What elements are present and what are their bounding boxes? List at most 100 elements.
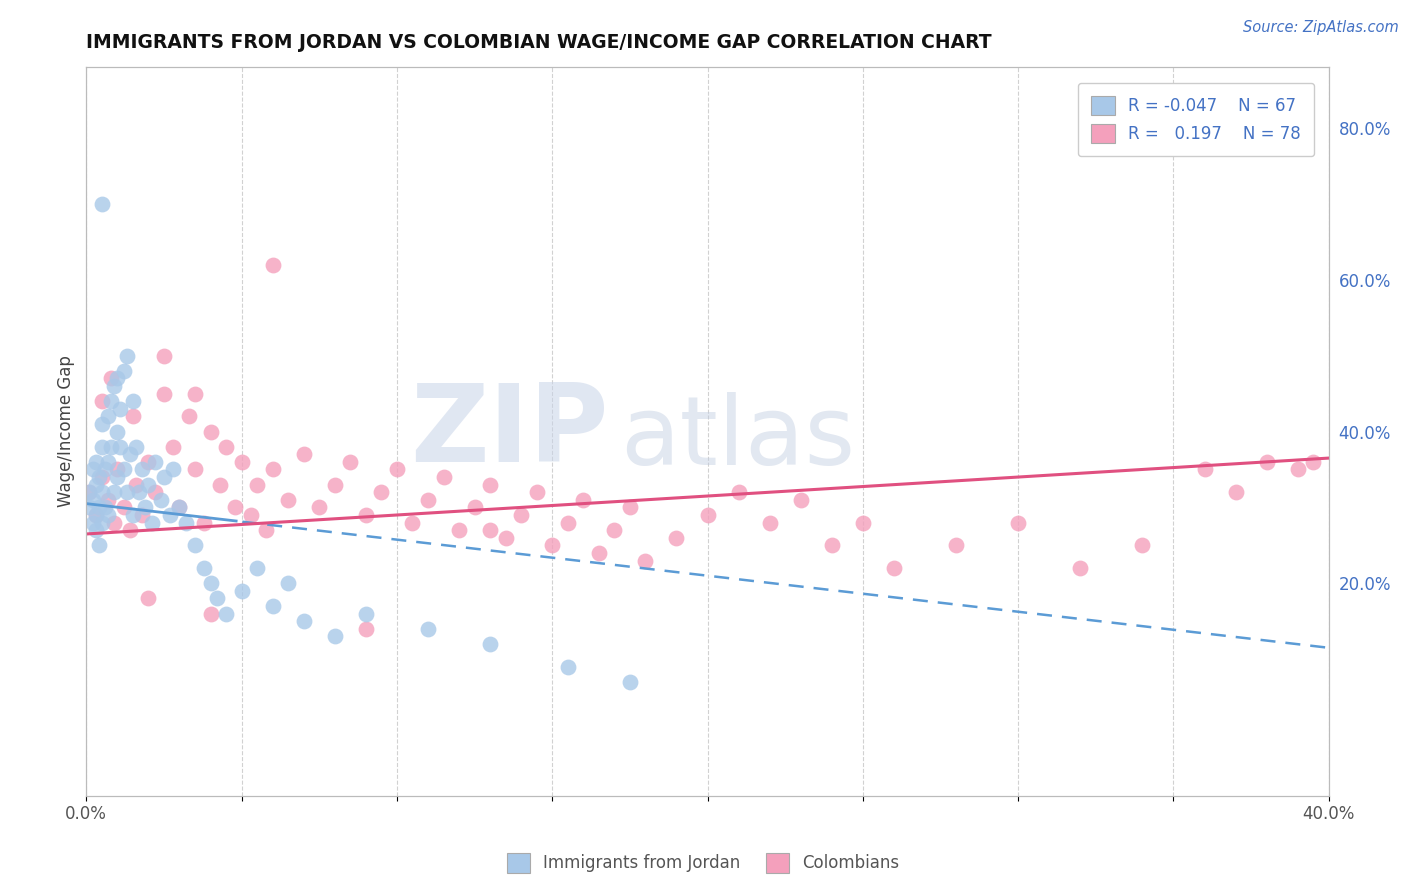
Point [94,462,117,476]
Point [224,500,246,515]
Point [112,364,135,378]
Point [122,508,145,522]
Point [354,607,377,621]
Point [256,523,278,537]
Point [97,508,120,522]
Point [79,500,101,515]
Point [619,674,641,689]
Point [557,516,579,530]
Point [103,485,125,500]
Point [169,500,191,515]
Point [479,637,502,651]
Point [790,492,813,507]
Point [193,561,215,575]
Point [94,500,117,515]
Point [246,561,269,575]
Text: atlas: atlas [620,392,856,485]
Point [153,470,176,484]
Point [90,470,112,484]
Point [231,583,253,598]
Point [138,591,160,606]
Point [115,485,138,500]
Point [100,440,122,454]
Point [215,607,238,621]
Point [370,485,392,500]
Point [231,455,253,469]
Point [262,599,284,613]
Point [557,659,579,673]
Point [432,470,454,484]
Point [945,538,967,552]
Point [90,417,112,431]
Point [112,500,135,515]
Point [100,371,122,385]
Point [354,622,377,636]
Point [447,523,470,537]
Point [90,394,112,409]
Point [141,516,163,530]
Point [128,485,150,500]
Point [159,508,181,522]
Point [634,553,657,567]
Point [1286,462,1309,476]
Point [131,508,153,522]
Point [79,485,101,500]
Point [143,485,166,500]
Point [308,500,330,515]
Point [143,455,166,469]
Point [479,523,502,537]
Point [572,492,595,507]
Point [103,379,125,393]
Point [87,500,110,515]
Point [125,440,148,454]
Point [149,492,172,507]
Point [323,477,346,491]
Point [200,607,222,621]
Point [541,538,564,552]
Point [665,531,688,545]
Point [696,508,718,522]
Point [339,455,361,469]
Point [184,538,207,552]
Point [1225,485,1247,500]
Point [193,516,215,530]
Point [758,516,780,530]
Point [883,561,905,575]
Point [495,531,517,545]
Point [1194,462,1216,476]
Point [262,258,284,272]
Point [1256,455,1278,469]
Point [90,440,112,454]
Point [110,401,132,416]
Point [162,462,184,476]
Point [239,508,262,522]
Point [401,516,423,530]
Point [162,440,184,454]
Point [112,462,135,476]
Point [90,485,112,500]
Point [177,409,200,424]
Point [97,455,120,469]
Point [479,477,502,491]
Point [205,591,228,606]
Point [208,477,231,491]
Point [464,500,486,515]
Point [200,576,222,591]
Point [262,462,284,476]
Point [277,576,299,591]
Point [1069,561,1091,575]
Point [588,546,610,560]
Point [82,462,104,476]
Point [115,349,138,363]
Point [97,409,120,424]
Point [82,492,104,507]
Point [84,455,107,469]
Text: ZIP: ZIP [409,378,609,484]
Point [138,455,160,469]
Point [603,523,626,537]
Text: Source: ZipAtlas.com: Source: ZipAtlas.com [1243,20,1399,35]
Point [354,508,377,522]
Point [84,508,107,522]
Point [169,500,191,515]
Point [1007,516,1029,530]
